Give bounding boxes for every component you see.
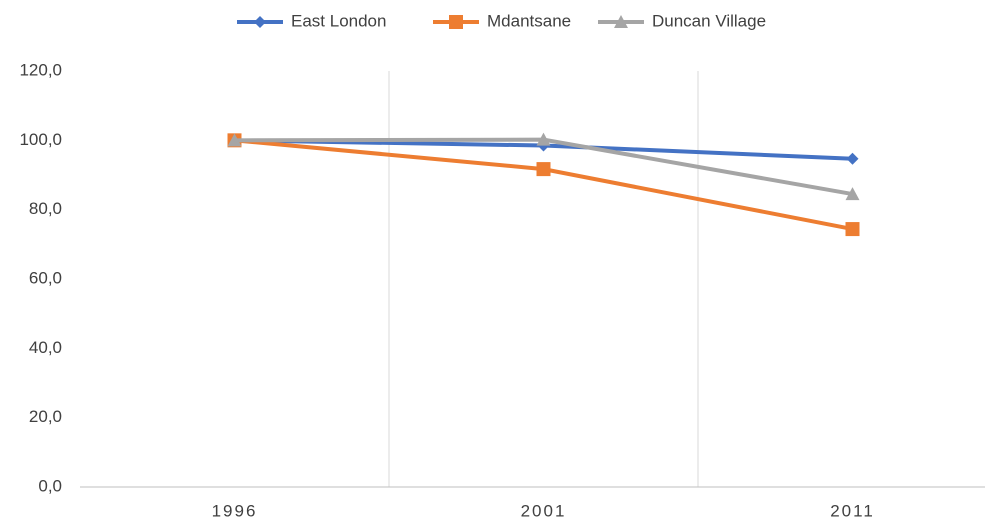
marker: [536, 162, 551, 177]
y-tick-label: 40,0: [29, 338, 62, 357]
marker: [845, 222, 860, 237]
marker: [845, 187, 860, 201]
marker: [449, 15, 463, 29]
y-tick-label: 80,0: [29, 199, 62, 218]
marker: [846, 152, 859, 165]
legend-label: Duncan Village: [652, 11, 766, 30]
y-tick-label: 0,0: [38, 476, 62, 495]
y-tick-label: 60,0: [29, 268, 62, 287]
x-tick-label: 2001: [521, 501, 567, 520]
marker: [227, 133, 242, 147]
x-tick-label: 1996: [212, 501, 258, 520]
marker: [536, 132, 551, 146]
x-tick-label: 2011: [830, 501, 875, 520]
y-tick-label: 100,0: [19, 130, 62, 149]
legend-label: Mdantsane: [487, 11, 571, 30]
y-tick-label: 120,0: [19, 60, 62, 79]
legend-label: East London: [291, 11, 386, 30]
marker: [614, 15, 628, 28]
marker: [254, 16, 266, 28]
y-tick-label: 20,0: [29, 407, 62, 426]
